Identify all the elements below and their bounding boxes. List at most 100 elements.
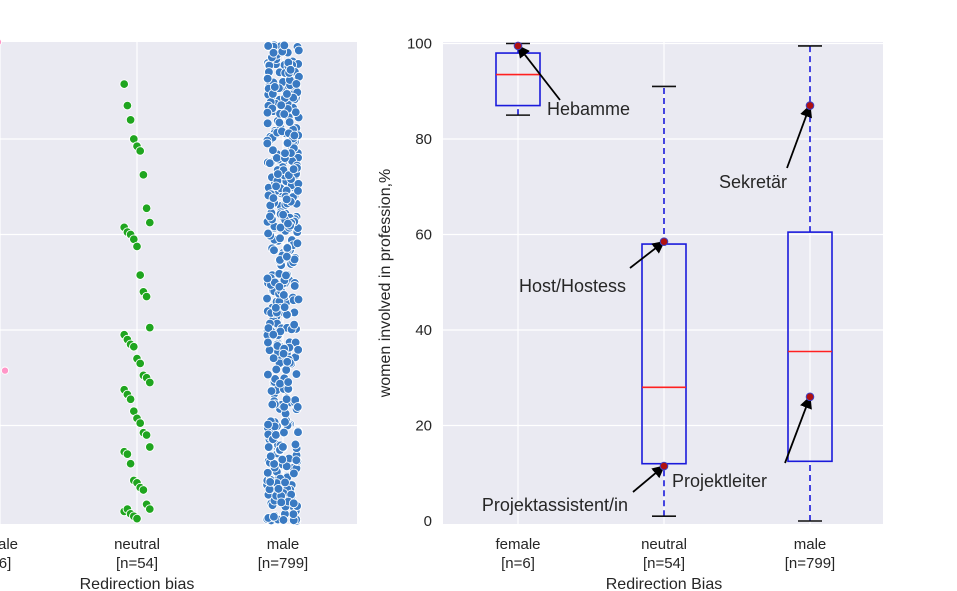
box-body xyxy=(787,231,833,463)
male-point xyxy=(283,218,293,229)
neutral-point xyxy=(132,513,142,524)
right-annotations: Hebamme Host/Hostess Projektassistent/in Se… xyxy=(482,41,815,515)
male-point xyxy=(281,270,291,281)
male-point xyxy=(293,427,303,438)
neutral-point xyxy=(125,394,136,404)
male-point xyxy=(289,468,299,479)
male-point xyxy=(293,45,304,56)
right-xtick-label: female xyxy=(495,536,540,553)
right-xtick-label: [n=799] xyxy=(785,555,835,572)
neutral-point xyxy=(145,217,155,228)
right-ytick-label: 0 xyxy=(424,513,432,530)
male-point xyxy=(275,378,285,389)
male-point xyxy=(288,498,299,509)
male-point xyxy=(282,356,293,367)
male-point xyxy=(263,369,273,380)
annotation-arrow xyxy=(784,395,812,464)
neutral-point xyxy=(138,485,149,495)
male-point xyxy=(269,82,280,92)
male-point xyxy=(281,365,292,375)
male-point xyxy=(293,344,303,355)
annotation-label: Sekretär xyxy=(719,172,787,192)
male-point xyxy=(275,233,285,244)
male-point xyxy=(293,186,303,196)
male-point xyxy=(262,273,273,284)
male-point xyxy=(285,64,296,75)
male-point xyxy=(262,138,273,149)
male-point xyxy=(263,419,273,430)
right-plot-area xyxy=(443,42,883,524)
neutral-point xyxy=(145,442,155,452)
male-point xyxy=(277,454,288,465)
male-point xyxy=(291,369,302,379)
neutral-point xyxy=(135,270,145,280)
female-point xyxy=(0,38,3,46)
male-point xyxy=(262,107,273,118)
male-point xyxy=(271,364,282,375)
male-point xyxy=(264,158,275,169)
male-point xyxy=(265,211,275,222)
left-xtick-label: [n=54] xyxy=(116,555,158,572)
male-point xyxy=(291,79,302,89)
male-point xyxy=(284,117,295,127)
male-point xyxy=(278,209,288,220)
neutral-point xyxy=(119,79,129,89)
left-xtick-label: [n=799] xyxy=(258,555,308,572)
highlighted-point xyxy=(513,41,523,51)
male-point xyxy=(282,243,293,253)
male-point xyxy=(280,477,290,488)
male-point xyxy=(276,497,287,508)
male-point xyxy=(262,118,273,129)
male-point xyxy=(263,337,273,348)
left-xtick-label: ale xyxy=(0,536,18,553)
right-ytick-label: 100 xyxy=(407,36,432,53)
annotation-arrow xyxy=(629,240,665,269)
male-point xyxy=(268,329,279,340)
neutral-point xyxy=(145,504,155,514)
male-point xyxy=(279,40,290,51)
male-point xyxy=(288,509,299,520)
highlighted-point xyxy=(659,461,669,471)
male-point xyxy=(280,417,290,427)
male-point xyxy=(293,294,304,305)
neutral-point xyxy=(141,203,152,213)
male-point xyxy=(279,302,290,313)
male-point xyxy=(263,323,274,333)
male-point xyxy=(273,169,283,179)
male-point xyxy=(265,477,276,487)
male-point xyxy=(268,47,279,58)
male-point xyxy=(278,290,289,300)
right-xtick-label: male xyxy=(794,536,827,553)
neutral-point xyxy=(122,100,133,111)
left-xaxis-label: Redirection bias xyxy=(80,576,195,591)
annotation-arrow xyxy=(632,465,665,493)
right-panel: 0 20 40 60 80 100 Hebamme Host/Hostess Projekta… xyxy=(377,36,883,591)
male-point xyxy=(271,181,281,192)
male-point xyxy=(278,442,288,452)
neutral-point xyxy=(141,291,152,302)
annotation-label: Host/Hostess xyxy=(519,276,626,296)
annotation-label: Hebamme xyxy=(547,99,630,119)
annotation-arrow xyxy=(786,104,812,169)
male-point xyxy=(289,281,300,291)
male-point xyxy=(281,461,292,472)
male-point xyxy=(283,377,294,387)
neutral-point xyxy=(135,146,145,156)
neutral-point xyxy=(135,358,145,369)
neutral-point xyxy=(138,170,149,180)
right-xtick-label: neutral xyxy=(641,536,687,553)
male-point xyxy=(292,402,303,412)
male-point xyxy=(278,515,289,525)
male-point xyxy=(270,302,281,313)
male-point xyxy=(271,430,281,440)
male-point xyxy=(269,511,279,522)
male-point xyxy=(275,222,286,233)
neutral-point xyxy=(145,377,155,388)
neutral-point xyxy=(132,241,142,252)
male-point xyxy=(267,399,278,410)
male-point xyxy=(268,193,279,203)
right-yticks: 0 20 40 60 80 100 xyxy=(407,36,432,531)
male-point xyxy=(262,293,272,304)
annotation-arrow xyxy=(517,44,561,101)
left-xtick-label: neutral xyxy=(114,536,160,553)
